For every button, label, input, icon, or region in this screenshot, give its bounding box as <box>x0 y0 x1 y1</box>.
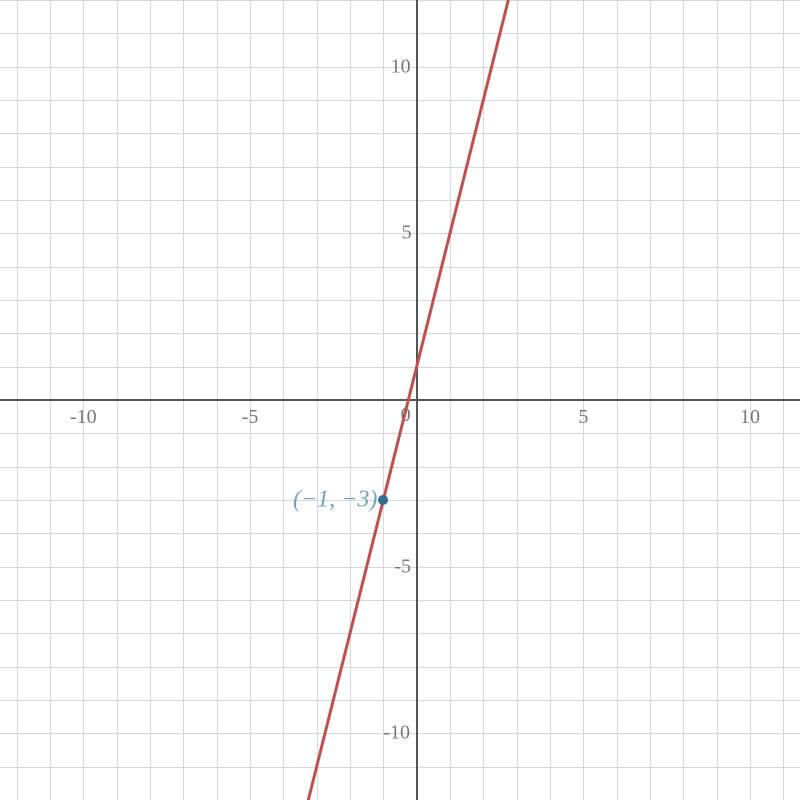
grid-line-horizontal <box>0 600 800 601</box>
grid-line-horizontal <box>0 700 800 701</box>
grid-line-horizontal <box>0 467 800 468</box>
grid-line-horizontal <box>0 0 800 1</box>
grid-line-horizontal <box>0 267 800 268</box>
grid-line-horizontal <box>0 300 800 301</box>
y-tick-label: 5 <box>402 222 412 245</box>
grid-line-horizontal <box>0 500 800 501</box>
grid-line-horizontal <box>0 233 800 234</box>
y-tick-label: -5 <box>394 555 411 578</box>
grid-line-horizontal <box>0 100 800 101</box>
grid-line-horizontal <box>0 533 800 534</box>
x-tick-label: -5 <box>242 406 259 429</box>
grid-line-horizontal <box>0 167 800 168</box>
grid-line-horizontal <box>0 33 800 34</box>
y-axis <box>416 0 418 800</box>
x-tick-label: 10 <box>740 406 760 429</box>
x-axis <box>0 399 800 401</box>
point-label: (−1, −3) <box>293 487 383 514</box>
grid-line-horizontal <box>0 133 800 134</box>
grid-line-horizontal <box>0 200 800 201</box>
grid-line-horizontal <box>0 667 800 668</box>
grid-line-horizontal <box>0 333 800 334</box>
grid-line-horizontal <box>0 367 800 368</box>
x-tick-label: -10 <box>70 406 97 429</box>
grid-line-horizontal <box>0 767 800 768</box>
y-tick-label: -10 <box>383 722 410 745</box>
y-tick-label: 10 <box>391 55 411 78</box>
grid-line-horizontal <box>0 633 800 634</box>
x-tick-label: 5 <box>578 406 588 429</box>
coordinate-plane: -10-5510-10-55100(−1, −3) <box>0 0 800 800</box>
